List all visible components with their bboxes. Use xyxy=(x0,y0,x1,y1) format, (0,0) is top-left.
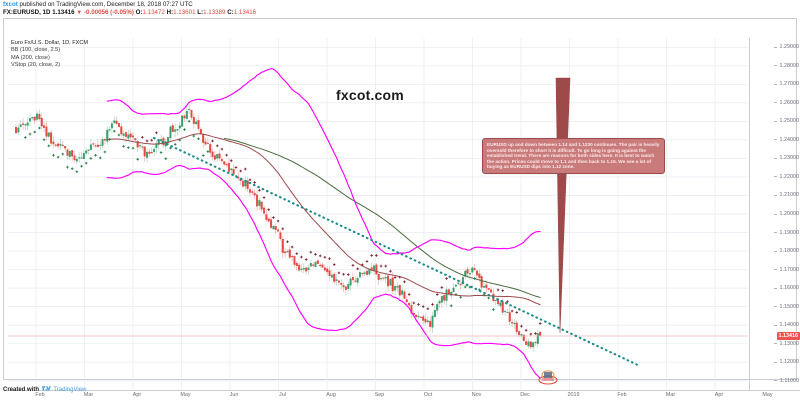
time-tick-label: May xyxy=(762,392,773,398)
price-tick-label: 1.18000 xyxy=(773,248,799,254)
price-tick-label: 1.11000 xyxy=(773,378,799,384)
time-tick-label: Mar xyxy=(665,392,676,398)
bollinger-lower-band xyxy=(106,164,541,379)
price-tick-label: 1.27000 xyxy=(773,81,799,87)
price-tick-label: 1.24000 xyxy=(773,137,799,143)
price-tick-label: 1.16000 xyxy=(773,285,799,291)
price-tick-label: 1.23000 xyxy=(773,155,799,161)
vstop-markers xyxy=(24,119,542,336)
symbol-label[interactable]: FX:EURUSD, 1D xyxy=(3,9,51,16)
footer-created-with: Created with xyxy=(3,387,40,393)
legend-moving-average[interactable]: MA (200, close) xyxy=(11,54,50,61)
price-tick-label: 1.25000 xyxy=(773,118,799,124)
publish-text: published on TradingView.com, December 1… xyxy=(19,1,193,8)
site-watermark: fxcot.com xyxy=(336,87,404,103)
footer-brand[interactable]: TradingView xyxy=(53,387,87,393)
legend-bollinger-bands[interactable]: BB (100, close, 2.5) xyxy=(11,47,61,54)
close-key: C: xyxy=(227,9,234,16)
price-tick-label: 1.17000 xyxy=(773,267,799,273)
author-name[interactable]: fxcot xyxy=(3,1,18,8)
legend-instrument[interactable]: Euro Fx/U.S. Dollar, 1D, FXCM xyxy=(11,40,89,46)
price-tick-label: 1.15000 xyxy=(773,304,799,310)
time-tick-label: Mar xyxy=(83,392,94,398)
high-key: H: xyxy=(166,9,174,16)
chart-frame: Euro Fx/U.S. Dollar, 1D, FXCM BB (100, c… xyxy=(3,18,800,398)
close-value: 1.13416 xyxy=(233,9,257,16)
downtrend-trendline xyxy=(152,136,642,368)
time-tick-label: Aug xyxy=(326,392,336,398)
time-axis[interactable]: Feb Mar Apr May Jun Jul Aug Sep Oct Nov Dec 2019 Feb… xyxy=(8,390,800,399)
price-tick-label: 1.28000 xyxy=(773,63,799,69)
open-key: O: xyxy=(135,9,143,16)
ma200-line xyxy=(223,137,541,298)
time-tick-label: Apr xyxy=(132,392,142,398)
time-tick-label: Nov xyxy=(471,392,482,398)
chart-header: fxcot published on TradingView.com, Dece… xyxy=(0,0,800,17)
price-tick-label: 1.22000 xyxy=(773,174,799,180)
chart-badge-icon[interactable] xyxy=(538,369,558,385)
price-tick-label: 1.14000 xyxy=(773,322,799,328)
quote-line: FX:EURUSD, 1D 1.13416 ▼ -0.00056 (-0.05%… xyxy=(3,9,800,17)
time-tick-label: Feb xyxy=(617,392,627,398)
last-price: 1.13416 xyxy=(52,9,75,16)
time-tick-label: May xyxy=(180,392,191,398)
price-tick-label: 1.12000 xyxy=(773,359,799,365)
low-value: 1.13389 xyxy=(203,9,226,16)
footer-credit: Created with TradingView xyxy=(3,385,86,396)
publish-line: fxcot published on TradingView.com, Dece… xyxy=(3,1,800,9)
open-value: 1.13472 xyxy=(142,9,165,16)
tradingview-logo-icon xyxy=(41,385,51,396)
bollinger-upper-band xyxy=(106,68,541,255)
analysis-text: EURUSD up and down between 1.14 and 1.12… xyxy=(487,142,660,170)
price-tick-label: 1.29000 xyxy=(773,44,799,50)
time-tick-label: Dec xyxy=(520,392,530,398)
analysis-callout[interactable]: EURUSD up and down between 1.14 and 1.12… xyxy=(482,138,665,174)
price-axis[interactable]: 1.29000 1.28000 1.27000 1.26000 1.25000 1.240… xyxy=(749,38,800,390)
gridlines xyxy=(8,38,748,390)
down-arrow-icon: ▼ xyxy=(76,10,83,16)
time-tick-label: Apr xyxy=(714,392,724,398)
time-tick-label: Jul xyxy=(279,392,286,398)
price-tick-label: 1.13000 xyxy=(773,341,799,347)
change-percent: (-0.05%) xyxy=(110,9,134,16)
price-tick-label: 1.26000 xyxy=(773,100,799,106)
current-price-label: 1.13416 xyxy=(776,331,800,340)
price-tick-label: 1.20000 xyxy=(773,211,799,217)
callout-pointer xyxy=(555,77,571,334)
legend-vstop[interactable]: VStop (20, close, 2) xyxy=(11,62,61,69)
time-tick-label: Oct xyxy=(423,392,433,398)
low-key: L: xyxy=(197,9,204,16)
time-tick-label: 2019 xyxy=(567,392,580,398)
time-tick-label: Sep xyxy=(374,392,385,398)
candlestick-series xyxy=(15,104,542,352)
price-tick-label: 1.19000 xyxy=(773,230,799,236)
time-tick-label: Feb xyxy=(35,392,45,398)
indicator-legend: Euro Fx/U.S. Dollar, 1D, FXCM BB (100, c… xyxy=(11,40,88,70)
price-tick-label: 1.21000 xyxy=(773,192,799,198)
high-value: 1.13601 xyxy=(173,9,196,16)
change-absolute: -0.00056 xyxy=(83,9,109,16)
time-tick-label: Jun xyxy=(229,392,239,398)
